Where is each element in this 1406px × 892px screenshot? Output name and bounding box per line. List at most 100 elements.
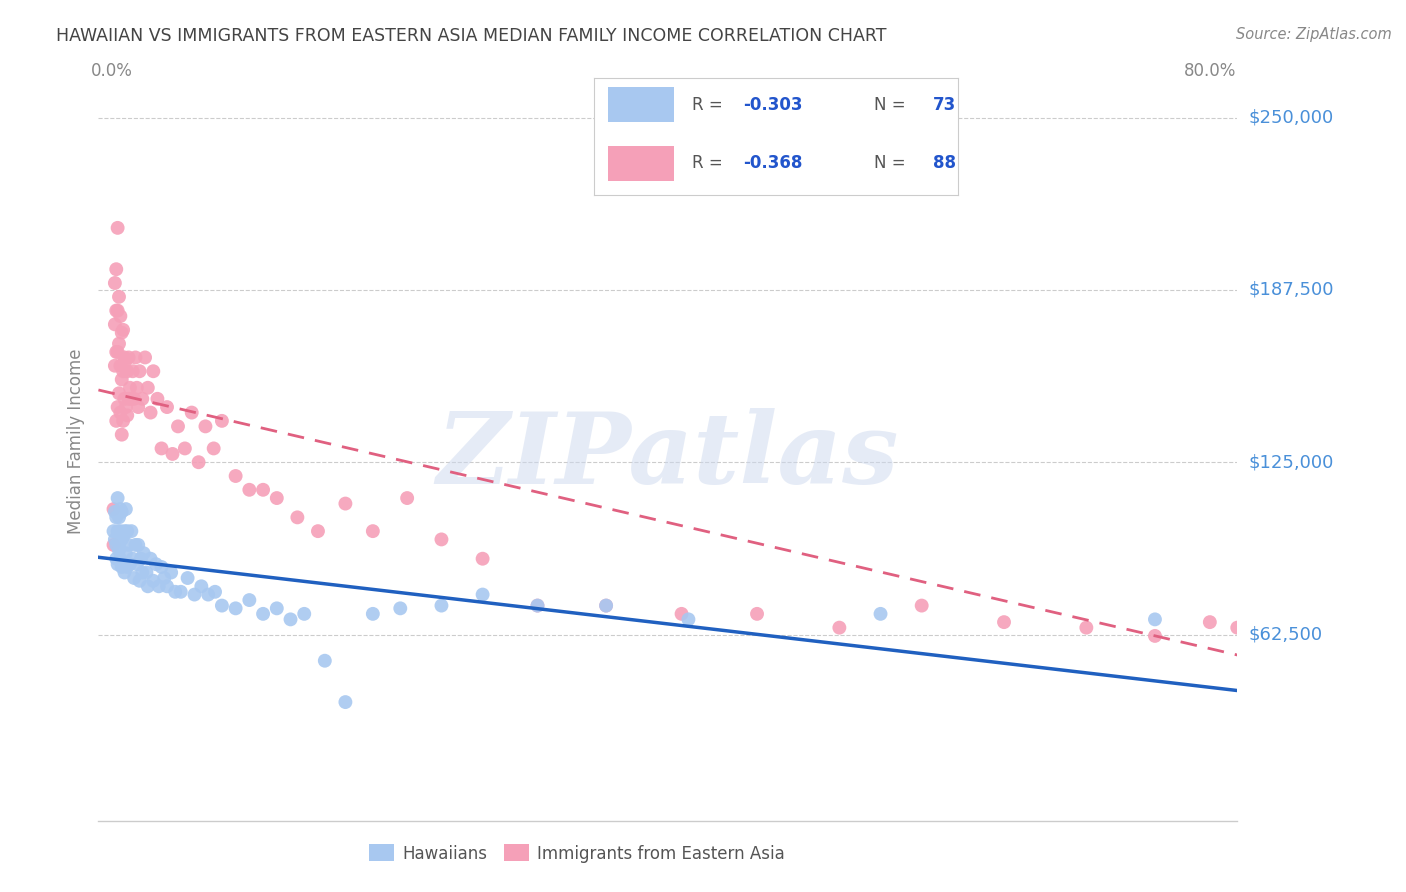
Point <box>314 654 336 668</box>
Point <box>115 400 138 414</box>
Point <box>176 571 198 585</box>
Point <box>526 599 548 613</box>
Point <box>112 323 135 337</box>
Point <box>110 406 132 420</box>
Point <box>1076 621 1098 635</box>
Point <box>1143 629 1166 643</box>
Point <box>156 400 179 414</box>
Text: 0.0%: 0.0% <box>91 62 134 80</box>
Point <box>595 599 617 613</box>
Point <box>115 364 138 378</box>
Point <box>1309 621 1331 635</box>
Text: ZIPatlas: ZIPatlas <box>437 409 898 505</box>
Point <box>127 400 149 414</box>
Point <box>361 524 384 538</box>
Point <box>183 588 205 602</box>
Point <box>252 483 274 497</box>
Point <box>107 400 129 414</box>
Point <box>115 524 138 538</box>
Point <box>105 262 128 277</box>
Point <box>471 588 494 602</box>
Point <box>105 510 128 524</box>
Point <box>121 551 143 566</box>
Point <box>678 612 700 626</box>
Point <box>115 546 138 560</box>
Point <box>430 599 453 613</box>
Text: $125,000: $125,000 <box>1249 453 1334 471</box>
Point <box>202 442 225 456</box>
Point <box>225 601 247 615</box>
Text: $62,500: $62,500 <box>1249 625 1323 643</box>
Point <box>134 351 156 365</box>
Point <box>118 558 141 572</box>
Point <box>131 566 153 580</box>
Point <box>142 574 165 588</box>
Point <box>869 607 891 621</box>
Point <box>128 364 150 378</box>
Point <box>120 524 142 538</box>
Point <box>114 351 136 365</box>
Point <box>110 309 132 323</box>
Point <box>238 483 260 497</box>
Point <box>170 584 193 599</box>
Point <box>911 599 934 613</box>
Point <box>142 364 165 378</box>
Point <box>211 599 233 613</box>
Point <box>173 442 195 456</box>
Point <box>745 607 768 621</box>
Legend: Hawaiians, Immigrants from Eastern Asia: Hawaiians, Immigrants from Eastern Asia <box>361 838 792 869</box>
Point <box>108 386 131 401</box>
Point <box>124 351 146 365</box>
Point <box>107 220 129 235</box>
Point <box>111 326 134 340</box>
Point <box>105 303 128 318</box>
Point <box>107 524 129 538</box>
Point <box>190 579 212 593</box>
Point <box>1281 634 1303 648</box>
Point <box>111 372 134 386</box>
Point <box>104 359 127 373</box>
Point <box>110 524 132 538</box>
Point <box>145 558 167 572</box>
Point <box>107 491 129 505</box>
Point <box>104 505 127 519</box>
Point <box>389 601 412 615</box>
Point <box>266 601 288 615</box>
Point <box>115 409 138 423</box>
Point <box>105 414 128 428</box>
Point <box>993 615 1015 629</box>
Point <box>1198 615 1220 629</box>
Point <box>1143 612 1166 626</box>
Point <box>104 533 127 547</box>
Point <box>287 510 309 524</box>
Point <box>150 560 173 574</box>
Point <box>111 505 134 519</box>
Point <box>1376 657 1399 671</box>
Point <box>132 546 155 560</box>
Point <box>361 607 384 621</box>
Point <box>136 579 159 593</box>
Point <box>136 381 159 395</box>
Point <box>110 551 132 566</box>
Point <box>115 353 138 368</box>
Point <box>117 351 139 365</box>
Point <box>111 427 134 442</box>
Point <box>105 551 128 566</box>
Point <box>1350 640 1372 654</box>
Point <box>114 392 136 406</box>
Text: 80.0%: 80.0% <box>1184 62 1236 80</box>
Point <box>112 530 135 544</box>
Point <box>139 406 162 420</box>
Point <box>108 290 131 304</box>
Point <box>128 574 150 588</box>
Point <box>671 607 693 621</box>
Point <box>187 455 209 469</box>
Point <box>146 392 169 406</box>
Point <box>162 447 184 461</box>
Text: Source: ZipAtlas.com: Source: ZipAtlas.com <box>1236 27 1392 42</box>
Point <box>117 538 139 552</box>
Point <box>595 599 617 613</box>
Point <box>105 538 128 552</box>
Y-axis label: Median Family Income: Median Family Income <box>66 349 84 534</box>
Point <box>108 510 131 524</box>
